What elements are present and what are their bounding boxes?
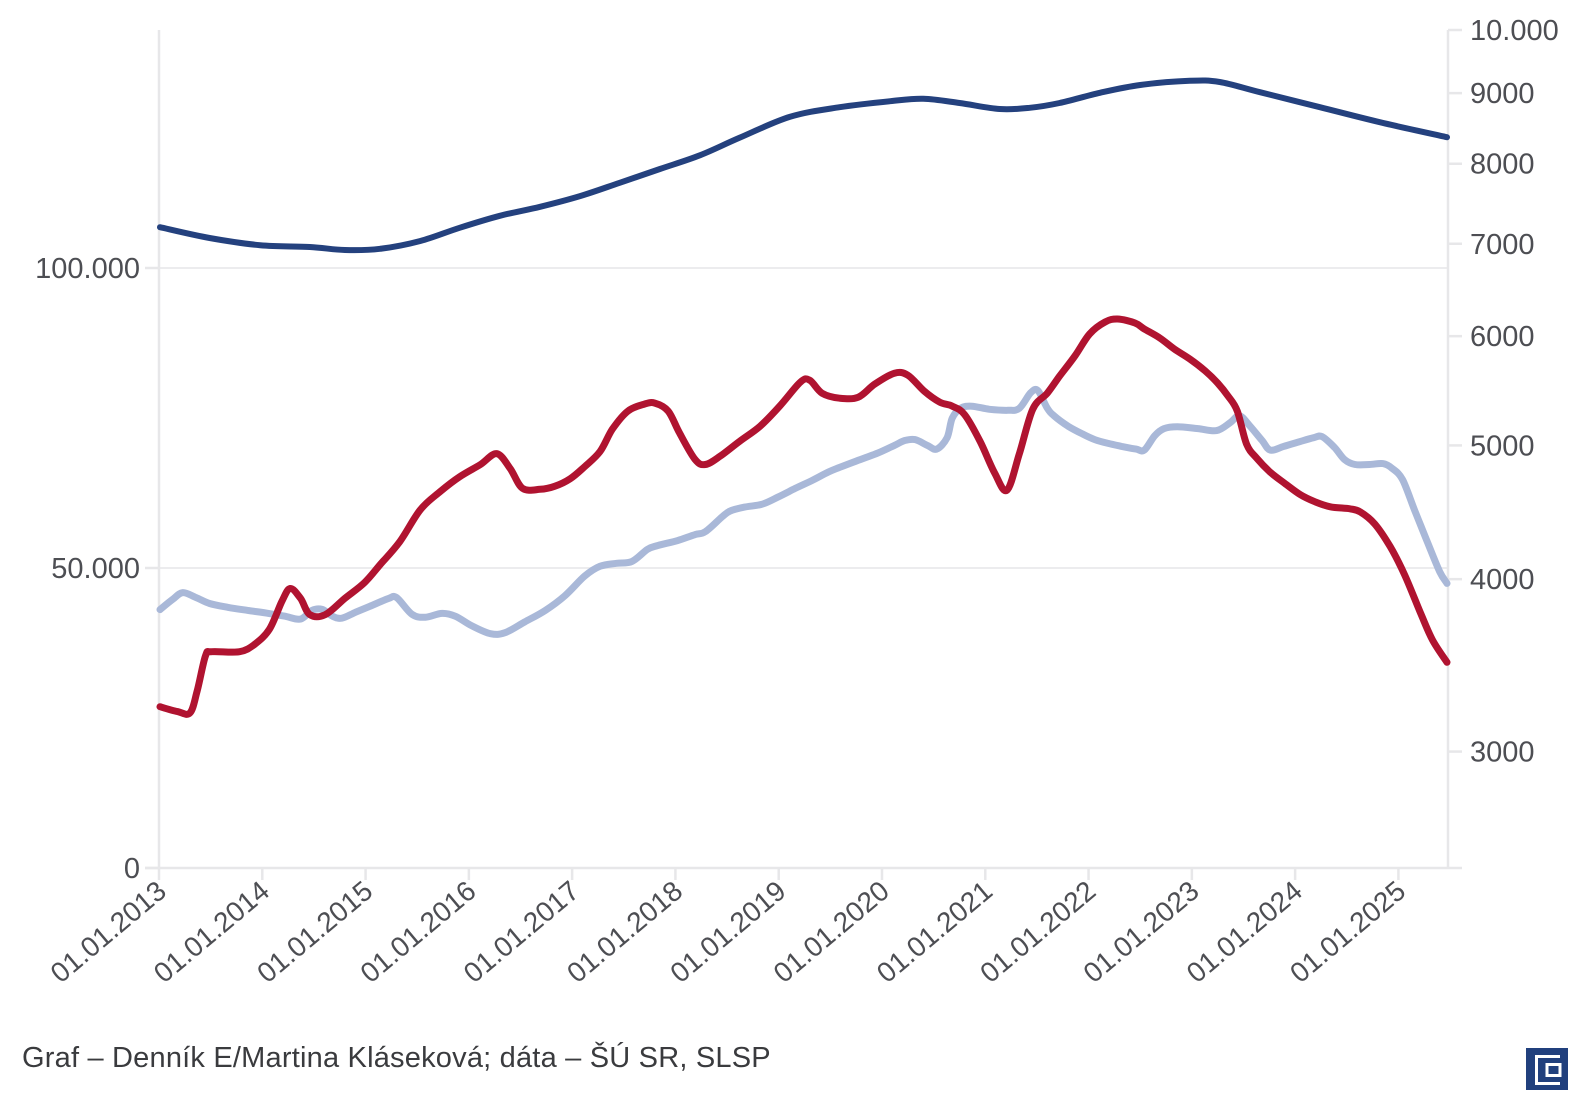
- logo-e-inner-stroke: [1545, 1063, 1562, 1077]
- y-right-tick-label: 4000: [1470, 564, 1535, 596]
- y-right-tick-label: 8000: [1470, 149, 1535, 181]
- logo-e-outer-stroke: [1535, 1055, 1560, 1085]
- series-dark-blue-line: [157, 77, 1450, 254]
- y-right-tick-label: 6000: [1470, 321, 1535, 353]
- series-light-blue-line: [156, 385, 1451, 638]
- y-right-tick-label: 3000: [1470, 737, 1535, 769]
- y-right-tick-label: 7000: [1470, 229, 1535, 261]
- y-left-tick-label: 50.000: [51, 553, 140, 585]
- chart-canvas: 0 50.000 100.000 3000 4000 5000 6000 7000 8000 90…: [35, 15, 1559, 989]
- chart-caption: Graf – Denník E/Martina Kláseková; dáta …: [22, 1042, 771, 1074]
- dennik-e-logo: [1526, 1048, 1568, 1090]
- series-red-line: [156, 315, 1451, 718]
- y-right-tick-label: 10.000: [1470, 15, 1559, 47]
- y-right-tick-label: 9000: [1470, 78, 1535, 110]
- y-right-tick-label: 5000: [1470, 430, 1535, 462]
- y-left-tick-label: 0: [124, 853, 140, 885]
- x-tick-label: 01.01.2025: [1284, 875, 1411, 989]
- dennik-e-logo-icon: [1526, 1048, 1568, 1090]
- y-left-tick-label: 100.000: [35, 253, 140, 285]
